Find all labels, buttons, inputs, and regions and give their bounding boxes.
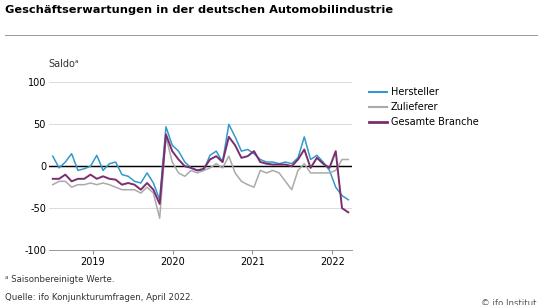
Text: © ifo Institut: © ifo Institut (481, 299, 537, 305)
Text: Saldoᵃ: Saldoᵃ (49, 59, 80, 69)
Text: Quelle: ifo Konjunkturumfragen, April 2022.: Quelle: ifo Konjunkturumfragen, April 20… (5, 293, 193, 302)
Text: ᵃ Saisonbereinigte Werte.: ᵃ Saisonbereinigte Werte. (5, 274, 115, 284)
Legend: Hersteller, Zulieferer, Gesamte Branche: Hersteller, Zulieferer, Gesamte Branche (369, 87, 479, 127)
Text: Geschäftserwartungen in der deutschen Automobilindustrie: Geschäftserwartungen in der deutschen Au… (5, 5, 393, 15)
